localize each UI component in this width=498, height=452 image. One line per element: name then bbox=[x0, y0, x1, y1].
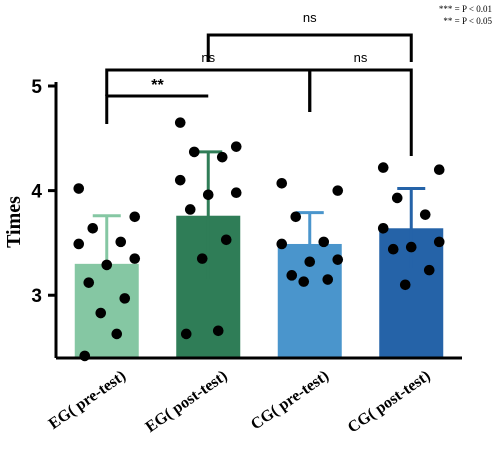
data-point bbox=[129, 253, 141, 264]
data-point bbox=[202, 189, 214, 201]
data-point bbox=[216, 151, 228, 163]
significance-label: ** bbox=[151, 77, 164, 94]
data-point bbox=[332, 254, 344, 265]
data-point bbox=[230, 187, 242, 199]
data-point bbox=[377, 222, 389, 234]
data-point bbox=[433, 164, 445, 175]
data-point bbox=[332, 185, 344, 196]
data-point bbox=[101, 259, 113, 271]
data-point bbox=[220, 234, 232, 246]
significance-bracket bbox=[206, 33, 413, 62]
significance-note: *** = P < 0.01 ** = P < 0.05 bbox=[439, 4, 493, 26]
y-tick-label: 3 bbox=[31, 286, 42, 307]
data-point bbox=[230, 141, 242, 152]
data-point bbox=[196, 253, 208, 264]
data-point bbox=[298, 276, 310, 287]
significance-label: ns bbox=[303, 10, 317, 25]
y-tick-label: 5 bbox=[31, 77, 42, 98]
note-line-2: ** = P < 0.05 bbox=[443, 16, 492, 26]
x-tick-label: EG( post-test) bbox=[143, 367, 231, 436]
data-point bbox=[433, 236, 445, 248]
data-point bbox=[188, 146, 200, 158]
data-point bbox=[174, 117, 186, 128]
plot-area: 3 4 5 EG( pre-test) EG( post-test) CG( pre-te… bbox=[31, 10, 462, 437]
data-point bbox=[290, 211, 302, 223]
data-point bbox=[79, 350, 91, 362]
data-point bbox=[322, 274, 334, 285]
data-point bbox=[119, 293, 131, 304]
x-tick-label: CG( pre-test) bbox=[248, 367, 332, 433]
data-point bbox=[276, 177, 288, 189]
data-point bbox=[95, 307, 107, 319]
data-point bbox=[111, 328, 123, 340]
data-point bbox=[180, 328, 192, 340]
significance-bracket bbox=[105, 68, 312, 112]
significance-bracket bbox=[105, 94, 209, 124]
y-axis-label: Times bbox=[3, 196, 25, 248]
data-point bbox=[286, 270, 298, 281]
data-point bbox=[174, 174, 186, 186]
data-point bbox=[212, 325, 224, 337]
data-point bbox=[115, 236, 127, 248]
data-point bbox=[304, 256, 316, 268]
x-tick-label: CG( post-test) bbox=[345, 367, 434, 436]
significance-bracket bbox=[308, 68, 413, 156]
data-point bbox=[399, 279, 411, 291]
data-point bbox=[73, 183, 85, 194]
data-point bbox=[83, 277, 95, 288]
data-point bbox=[318, 236, 330, 248]
data-point bbox=[276, 238, 288, 250]
x-tick-label: EG( pre-test) bbox=[46, 367, 129, 432]
data-point bbox=[387, 243, 399, 255]
y-tick-label: 4 bbox=[31, 182, 42, 203]
data-point bbox=[423, 264, 435, 276]
data-point bbox=[184, 204, 196, 215]
data-point bbox=[391, 192, 403, 204]
significance-label: ns bbox=[354, 50, 368, 65]
data-point bbox=[405, 241, 417, 253]
data-point bbox=[419, 209, 431, 220]
data-point bbox=[87, 222, 99, 234]
data-point bbox=[73, 238, 85, 250]
data-point bbox=[377, 162, 389, 173]
data-point bbox=[129, 211, 141, 223]
note-line-1: *** = P < 0.01 bbox=[439, 4, 492, 14]
